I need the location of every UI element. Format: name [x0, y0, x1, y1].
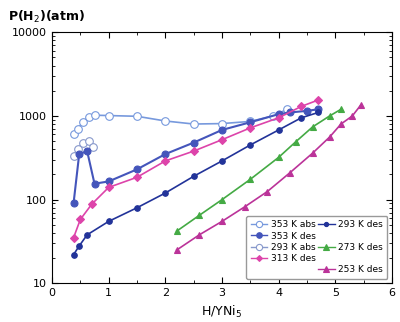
353 K abs: [191, 122, 196, 126]
313 K des: [106, 185, 111, 189]
353 K des: [77, 152, 82, 156]
353 K des: [71, 202, 76, 205]
353 K abs: [106, 114, 111, 118]
353 K des: [220, 128, 224, 132]
293 K des: [85, 233, 90, 237]
293 K des: [77, 244, 82, 248]
Line: 293 K abs: 293 K abs: [70, 137, 97, 160]
253 K des: [265, 190, 270, 194]
Legend: 353 K abs, 353 K des, 293 K abs, 313 K des, , 293 K des, , 273 K des, , 253 K de: 353 K abs, 353 K des, 293 K abs, 313 K d…: [246, 216, 388, 279]
293 K des: [299, 116, 304, 120]
353 K des: [316, 107, 321, 111]
313 K des: [191, 149, 196, 153]
353 K des: [276, 112, 281, 116]
353 K abs: [81, 120, 86, 124]
313 K des: [248, 126, 253, 130]
273 K des: [197, 213, 202, 217]
293 K abs: [90, 145, 95, 148]
293 K des: [316, 110, 321, 114]
313 K des: [71, 236, 76, 240]
353 K des: [134, 167, 140, 171]
293 K des: [276, 128, 281, 132]
313 K des: [89, 202, 94, 206]
313 K des: [299, 104, 304, 108]
353 K abs: [71, 133, 76, 137]
293 K des: [191, 175, 196, 178]
Line: 253 K des: 253 K des: [173, 101, 364, 253]
273 K des: [327, 114, 332, 118]
293 K des: [134, 206, 140, 210]
273 K des: [310, 125, 315, 129]
353 K des: [106, 179, 111, 183]
313 K des: [220, 138, 224, 142]
Line: 353 K des: 353 K des: [70, 106, 322, 207]
253 K des: [358, 103, 363, 107]
273 K des: [276, 156, 281, 159]
353 K des: [92, 182, 97, 186]
313 K des: [78, 218, 83, 222]
353 K des: [163, 152, 168, 156]
353 K abs: [75, 127, 80, 131]
253 K des: [174, 248, 179, 252]
353 K abs: [285, 107, 290, 111]
353 K des: [305, 109, 310, 113]
313 K des: [276, 116, 281, 120]
313 K des: [163, 159, 168, 163]
293 K abs: [81, 141, 86, 145]
253 K des: [242, 205, 247, 209]
253 K des: [338, 122, 343, 126]
353 K abs: [134, 114, 140, 118]
293 K abs: [86, 139, 91, 143]
353 K abs: [248, 119, 253, 123]
293 K des: [248, 143, 253, 147]
Line: 353 K abs: 353 K abs: [70, 106, 291, 138]
293 K abs: [71, 154, 76, 158]
Line: 313 K des: 313 K des: [71, 97, 321, 241]
273 K des: [338, 107, 343, 111]
Line: 293 K des: 293 K des: [71, 110, 321, 258]
X-axis label: H/YNi$_5$: H/YNi$_5$: [202, 304, 242, 320]
273 K des: [220, 198, 224, 202]
353 K des: [248, 120, 253, 124]
293 K des: [106, 220, 111, 223]
253 K des: [197, 233, 202, 237]
273 K des: [248, 177, 253, 181]
353 K des: [288, 110, 292, 114]
353 K abs: [86, 115, 91, 118]
353 K des: [191, 141, 196, 145]
253 K des: [350, 114, 355, 118]
293 K des: [163, 191, 168, 195]
353 K abs: [270, 114, 275, 118]
Line: 273 K des: 273 K des: [173, 106, 344, 235]
353 K des: [85, 149, 90, 153]
293 K des: [71, 253, 76, 257]
253 K des: [327, 135, 332, 139]
313 K des: [134, 175, 140, 179]
293 K abs: [75, 147, 80, 151]
313 K des: [316, 98, 321, 102]
273 K des: [293, 140, 298, 144]
253 K des: [288, 171, 292, 175]
353 K abs: [92, 113, 97, 117]
253 K des: [220, 220, 224, 223]
293 K des: [220, 159, 224, 163]
Text: P(H$_2$)(atm): P(H$_2$)(atm): [8, 9, 85, 25]
273 K des: [174, 229, 179, 233]
353 K abs: [163, 119, 168, 123]
353 K abs: [220, 122, 224, 126]
253 K des: [310, 151, 315, 155]
